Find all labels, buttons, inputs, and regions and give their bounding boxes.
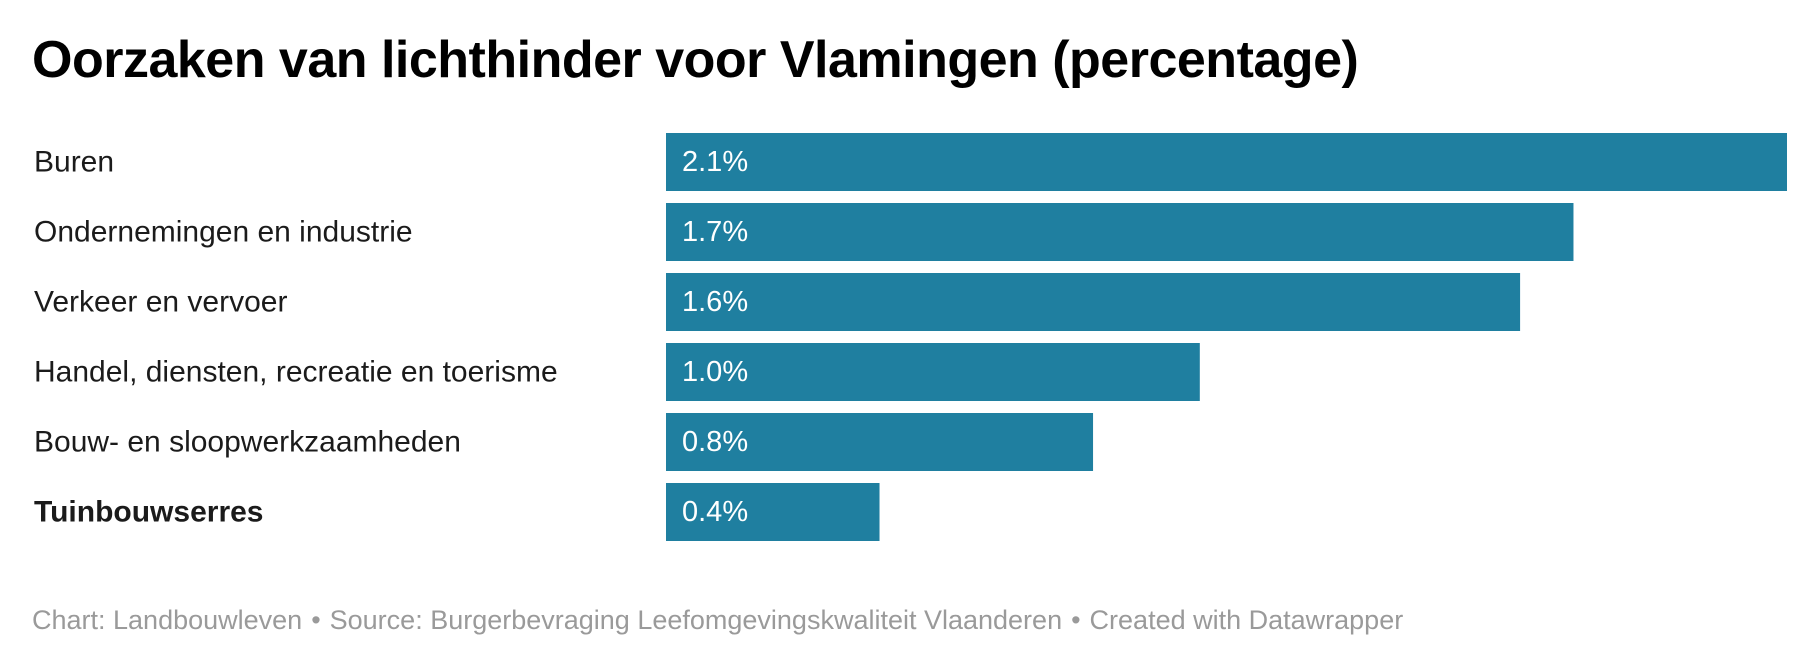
bar-value-label-verkeer-en-vervoer: 1.6% <box>682 286 748 318</box>
footer-separator: • <box>1071 605 1081 635</box>
bar-chart: Buren 2.1% Ondernemingen en industrie 1.7% V… <box>34 133 1787 541</box>
footer-source: Source: Burgerbevraging Leefomgevingskwa… <box>329 605 1063 635</box>
footer-created-with: Created with Datawrapper <box>1089 605 1404 635</box>
bar-value-label-ondernemingen-en-industrie: 1.7% <box>682 216 748 248</box>
chart-title: Oorzaken van lichthinder voor Vlamingen … <box>32 31 1359 89</box>
category-label-verkeer-en-vervoer: Verkeer en vervoer <box>34 286 287 319</box>
bar-bouw-en-sloopwerkzaamheden <box>666 413 1094 471</box>
category-label-tuinbouwserres: Tuinbouwserres <box>34 496 263 529</box>
category-label-buren: Buren <box>34 146 114 179</box>
bar-handel-diensten-recreatie-en-toerisme <box>666 343 1200 401</box>
bar-tuinbouwserres <box>666 483 880 541</box>
category-label-bouw-en-sloopwerkzaamheden: Bouw- en sloopwerkzaamheden <box>34 426 461 459</box>
bar-verkeer-en-vervoer <box>666 273 1521 331</box>
footer-separator: • <box>311 605 321 635</box>
bar-value-label-bouw-en-sloopwerkzaamheden: 0.8% <box>682 426 748 458</box>
bar-value-label-buren: 2.1% <box>682 146 748 178</box>
category-label-handel-diensten-recreatie-en-toerisme: Handel, diensten, recreatie en toerisme <box>34 356 558 389</box>
bar-ondernemingen-en-industrie <box>666 203 1574 261</box>
bar-buren <box>666 133 1787 191</box>
bar-value-label-tuinbouwserres: 0.4% <box>682 496 748 528</box>
footer-chart-credit: Chart: Landbouwleven <box>32 605 303 635</box>
bar-value-label-handel-diensten-recreatie-en-toerisme: 1.0% <box>682 356 748 388</box>
category-label-ondernemingen-en-industrie: Ondernemingen en industrie <box>34 216 413 249</box>
chart-footer: Chart: Landbouwleven • Source: Burgerbevra… <box>32 600 1403 640</box>
